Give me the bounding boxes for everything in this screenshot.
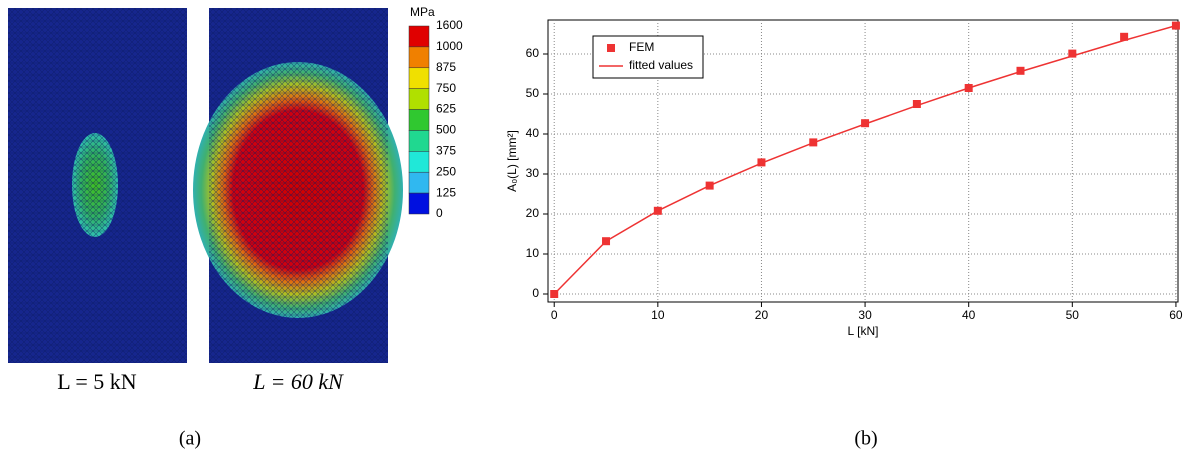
contour-image [8, 8, 187, 363]
x-tick-label: 0 [551, 308, 558, 322]
colorbar-swatch [409, 68, 429, 89]
x-tick-label: 30 [858, 308, 872, 322]
colorbar-label: 750 [436, 81, 456, 95]
legend-marker [607, 44, 615, 52]
y-tick-label: 0 [532, 286, 539, 300]
colorbar-label: 250 [436, 164, 456, 178]
y-tick-label: 50 [526, 86, 540, 100]
x-tick-label: 60 [1169, 308, 1183, 322]
x-tick-label: 50 [1066, 308, 1080, 322]
y-tick-label: 30 [526, 166, 540, 180]
legend-label: fitted values [629, 58, 693, 72]
colorbar-label: 125 [436, 185, 456, 199]
colorbar-swatch [409, 130, 429, 151]
colorbar-unit: MPa [410, 5, 435, 19]
colorbar-label: 625 [436, 102, 456, 116]
image-label: L = 60 kN [252, 369, 344, 394]
caption: (a) [179, 428, 201, 450]
y-tick-label: 40 [526, 126, 540, 140]
colorbar-label: 0 [436, 206, 443, 220]
colorbar-swatch [409, 110, 429, 131]
x-axis-label: L [kN] [848, 324, 879, 338]
figure: L = 5 kN L = 60 kN MPa (a) (b) 160010008… [0, 0, 1186, 468]
y-tick-label: 10 [526, 246, 540, 260]
x-tick-label: 20 [755, 308, 769, 322]
colorbar-swatch [409, 172, 429, 193]
contour-image [193, 8, 403, 363]
y-tick-label: 60 [526, 46, 540, 60]
colorbar-label: 875 [436, 60, 456, 74]
y-axis-label: A₀(L) [mm²] [505, 130, 519, 192]
colorbar-swatch [409, 89, 429, 110]
colorbar-swatch [409, 47, 429, 68]
colorbar-swatch [409, 151, 429, 172]
colorbar-label: 500 [436, 123, 456, 137]
image-label: L = 5 kN [57, 369, 137, 394]
x-tick-label: 40 [962, 308, 976, 322]
x-tick-label: 10 [651, 308, 665, 322]
caption: (b) [854, 428, 877, 450]
colorbar-label: 1600 [436, 18, 463, 32]
colorbar-label: 1000 [436, 39, 463, 53]
legend-label: FEM [629, 40, 654, 54]
colorbar-swatch [409, 193, 429, 214]
y-tick-label: 20 [526, 206, 540, 220]
colorbar-label: 375 [436, 144, 456, 158]
colorbar-swatch [409, 26, 429, 47]
